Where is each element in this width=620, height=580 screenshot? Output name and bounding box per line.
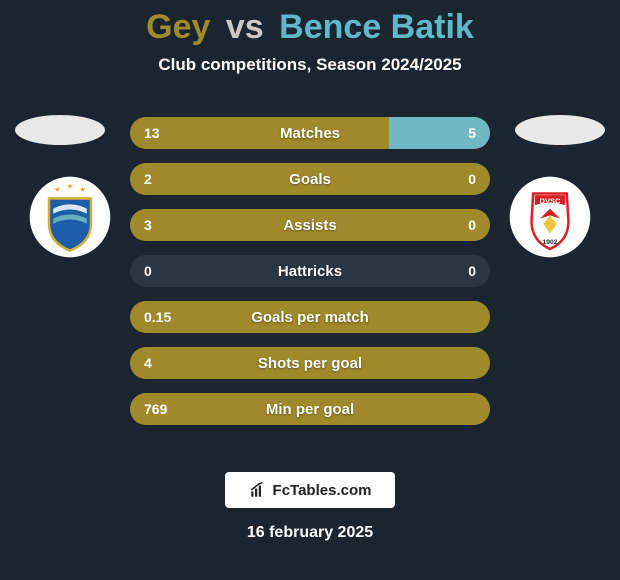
player1-value: 4 (144, 355, 152, 371)
player1-value: 769 (144, 401, 167, 417)
player1-value: 0 (144, 263, 152, 279)
stat-row: Goals per match0.15 (130, 301, 490, 333)
player1-value: 0.15 (144, 309, 171, 325)
stat-label: Goals (130, 171, 490, 188)
vs-label: vs (226, 8, 264, 46)
stat-label: Matches (130, 125, 490, 142)
watermark: FcTables.com (225, 472, 395, 508)
stat-row: Assists3 0 (130, 209, 490, 241)
player2-value: 0 (468, 217, 476, 233)
watermark-text: FcTables.com (273, 482, 372, 499)
comparison-card: Gey vs Bence Batik Club competitions, Se… (0, 0, 620, 580)
stat-label: Min per goal (130, 401, 490, 418)
player2-value: 0 (468, 171, 476, 187)
player2-club-badge: DVSC 1902 (508, 175, 592, 259)
svg-text:DVSC: DVSC (540, 197, 562, 206)
player1-value: 2 (144, 171, 152, 187)
player2-name: Bence Batik (279, 8, 474, 46)
player1-value: 13 (144, 125, 160, 141)
player2-value: 0 (468, 263, 476, 279)
stat-label: Assists (130, 217, 490, 234)
stat-row: Hattricks0 0 (130, 255, 490, 287)
stage: DVSC 1902 Matches135Goals20Assists30Hatt… (0, 97, 620, 580)
stat-label: Goals per match (130, 309, 490, 326)
player2-silhouette (515, 115, 605, 145)
club-crest-icon: DVSC 1902 (508, 175, 592, 259)
page-title: Gey vs Bence Batik (146, 8, 474, 47)
club-crest-icon (28, 175, 112, 259)
stat-row: Shots per goal4 (130, 347, 490, 379)
player1-name: Gey (146, 8, 210, 46)
svg-text:1902: 1902 (543, 239, 558, 246)
player1-silhouette (15, 115, 105, 145)
player1-club-badge (28, 175, 112, 259)
date-label: 16 february 2025 (0, 524, 620, 542)
stat-row: Matches13 5 (130, 117, 490, 149)
stat-label: Hattricks (130, 263, 490, 280)
player1-value: 3 (144, 217, 152, 233)
subtitle: Club competitions, Season 2024/2025 (158, 55, 461, 75)
chart-icon (249, 481, 267, 499)
stat-row: Goals2 0 (130, 163, 490, 195)
stat-row: Min per goal769 (130, 393, 490, 425)
stat-bars: Matches135Goals20Assists30Hattricks00Goa… (130, 117, 490, 425)
stat-label: Shots per goal (130, 355, 490, 372)
player2-value: 5 (468, 125, 476, 141)
